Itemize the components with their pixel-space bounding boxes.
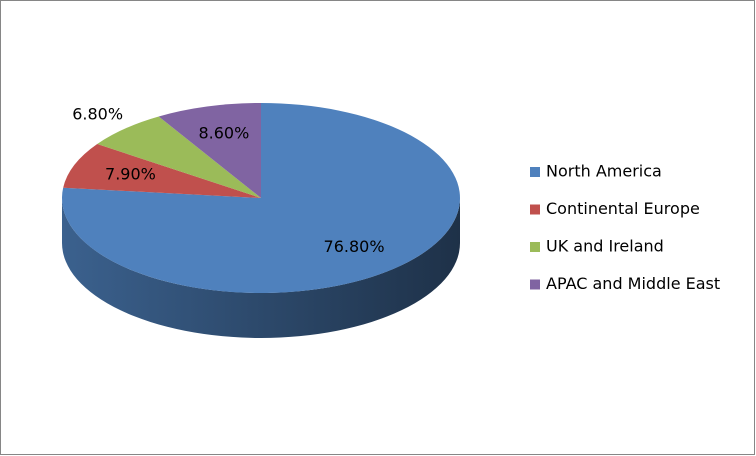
slice bbox=[158, 103, 261, 198]
slice bbox=[97, 116, 261, 198]
legend-label: North America bbox=[546, 162, 662, 181]
slice bbox=[63, 144, 262, 198]
data-label: 6.80% bbox=[72, 104, 123, 123]
data-label: 8.60% bbox=[198, 123, 249, 142]
legend-swatch bbox=[530, 204, 540, 215]
data-label: 7.90% bbox=[105, 164, 156, 183]
slice-side bbox=[62, 198, 460, 338]
legend-label: APAC and Middle East bbox=[546, 274, 720, 293]
legend-label: Continental Europe bbox=[546, 199, 700, 218]
legend-swatch bbox=[530, 167, 540, 177]
legend-label: UK and Ireland bbox=[546, 237, 664, 256]
data-label: 76.80% bbox=[324, 237, 385, 256]
legend-swatch bbox=[530, 279, 540, 290]
legend-swatch bbox=[530, 242, 540, 252]
